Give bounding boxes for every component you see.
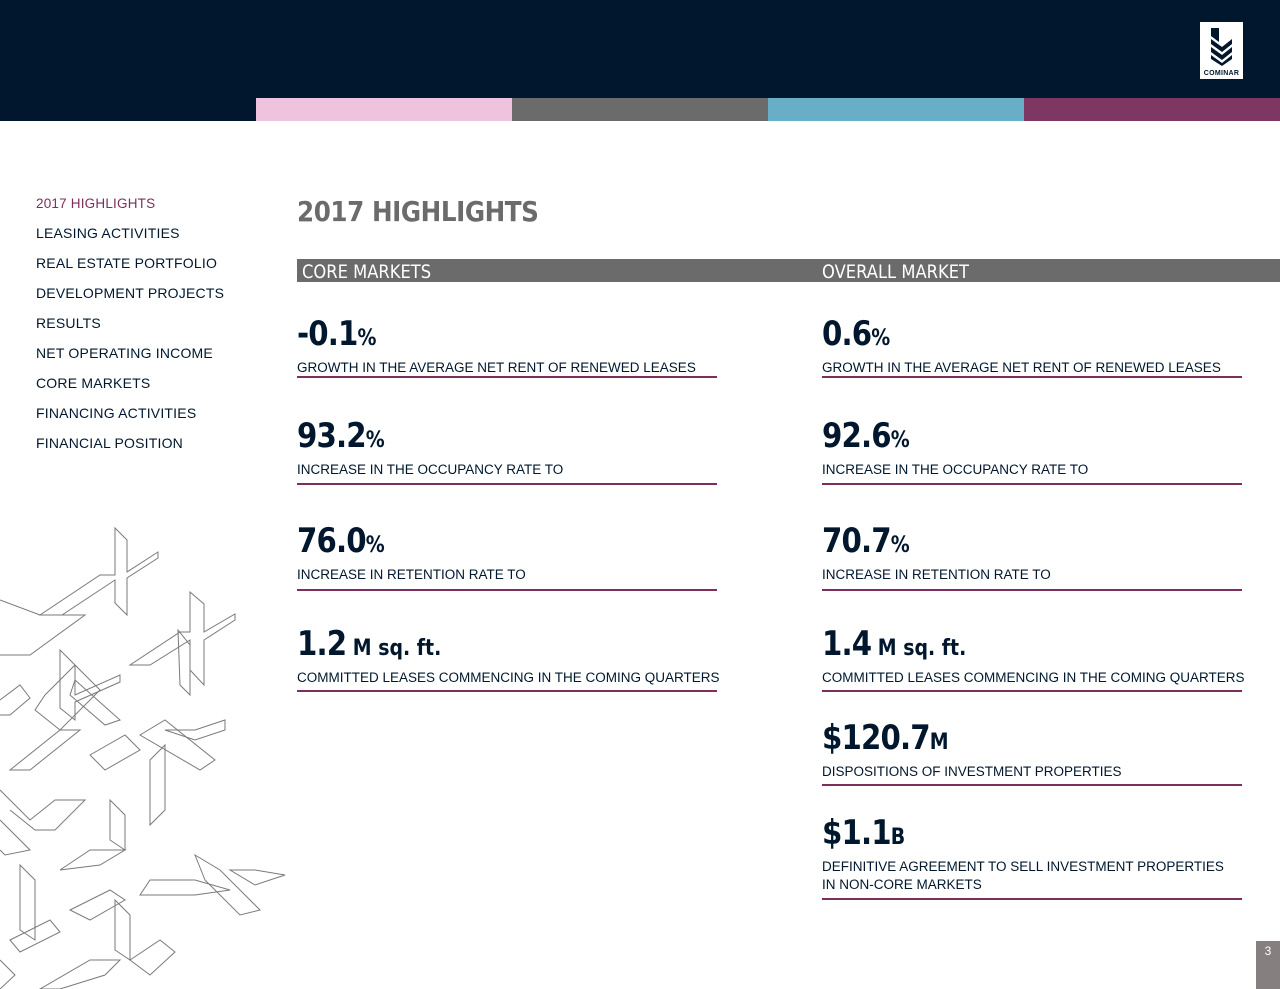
metric-value: 0.6%	[822, 314, 891, 354]
overall-market-heading: OVERALL MARKET	[822, 261, 970, 283]
metric-value: 92.6%	[822, 416, 910, 456]
metric-label: DEFINITIVE AGREEMENT TO SELL INVESTMENT …	[822, 859, 1224, 874]
metric-divider	[297, 589, 717, 591]
metric-value: $1.1B	[822, 813, 906, 853]
column-header-bar	[297, 259, 1280, 282]
nav-item-financing[interactable]: FINANCING ACTIVITIES	[36, 405, 197, 421]
metric-value: -0.1%	[297, 314, 377, 354]
nav-item-results[interactable]: RESULTS	[36, 315, 101, 331]
metric-value: 1.2 M sq. ft.	[297, 624, 442, 664]
nav-item-financial-position[interactable]: FINANCIAL POSITION	[36, 435, 183, 451]
page-title: 2017 HIGHLIGHTS	[297, 195, 539, 228]
metric-divider	[297, 690, 717, 692]
metric-divider	[822, 376, 1242, 378]
metric-value: $120.7M	[822, 718, 949, 758]
metric-label: COMMITTED LEASES COMMENCING IN THE COMIN…	[297, 670, 720, 685]
metric-divider	[822, 898, 1242, 900]
metric-value: 70.7%	[822, 521, 910, 561]
overall-metric-dispositions: $120.7M DISPOSITIONS OF INVESTMENT PROPE…	[822, 718, 1242, 786]
nav-item-development[interactable]: DEVELOPMENT PROJECTS	[36, 285, 225, 301]
core-metric-retention: 76.0% INCREASE IN RETENTION RATE TO	[297, 521, 717, 591]
metric-divider	[822, 690, 1242, 692]
metric-label-line2: IN NON-CORE MARKETS	[822, 877, 982, 892]
nav-item-core-markets[interactable]: CORE MARKETS	[36, 375, 151, 391]
core-metric-occupancy: 93.2% INCREASE IN THE OCCUPANCY RATE TO	[297, 416, 717, 485]
metric-label: INCREASE IN THE OCCUPANCY RATE TO	[297, 462, 564, 477]
logo-wordmark: COMINAR	[1203, 70, 1240, 77]
overall-metric-sale-agreement: $1.1B DEFINITIVE AGREEMENT TO SELL INVES…	[822, 813, 1242, 900]
metric-divider	[822, 483, 1242, 485]
color-stripe-blue	[768, 98, 1024, 121]
metric-label: GROWTH IN THE AVERAGE NET RENT OF RENEWE…	[297, 360, 696, 375]
metric-label: INCREASE IN RETENTION RATE TO	[297, 567, 526, 582]
metric-label: INCREASE IN THE OCCUPANCY RATE TO	[822, 462, 1089, 477]
metric-label: COMMITTED LEASES COMMENCING IN THE COMIN…	[822, 670, 1245, 685]
nav-item-highlights[interactable]: 2017 HIGHLIGHTS	[36, 196, 156, 211]
nav-item-leasing[interactable]: LEASING ACTIVITIES	[36, 225, 180, 241]
core-metric-rent-growth: -0.1% GROWTH IN THE AVERAGE NET RENT OF …	[297, 314, 717, 378]
metric-label: DISPOSITIONS OF INVESTMENT PROPERTIES	[822, 764, 1122, 779]
color-stripe-pink	[256, 98, 512, 121]
nav-item-portfolio[interactable]: REAL ESTATE PORTFOLIO	[36, 255, 218, 271]
overall-metric-rent-growth: 0.6% GROWTH IN THE AVERAGE NET RENT OF R…	[822, 314, 1242, 378]
metric-value: 76.0%	[297, 521, 385, 561]
core-metric-committed-leases: 1.2 M sq. ft. COMMITTED LEASES COMMENCIN…	[297, 624, 720, 692]
metric-value: 1.4 M sq. ft.	[822, 624, 967, 664]
metric-divider	[822, 784, 1242, 786]
overall-metric-retention: 70.7% INCREASE IN RETENTION RATE TO	[822, 521, 1242, 591]
chevron-logo-icon	[1211, 28, 1232, 66]
metric-divider	[297, 376, 717, 378]
metric-divider	[822, 589, 1242, 591]
decorative-pattern	[0, 526, 286, 989]
overall-metric-occupancy: 92.6% INCREASE IN THE OCCUPANCY RATE TO	[822, 416, 1242, 485]
metric-label: INCREASE IN RETENTION RATE TO	[822, 567, 1051, 582]
metric-label: GROWTH IN THE AVERAGE NET RENT OF RENEWE…	[822, 360, 1221, 375]
metric-divider	[297, 483, 717, 485]
color-stripe-plum	[1024, 98, 1280, 121]
nav-item-noi[interactable]: NET OPERATING INCOME	[36, 345, 213, 361]
overall-metric-committed-leases: 1.4 M sq. ft. COMMITTED LEASES COMMENCIN…	[822, 624, 1245, 692]
page-number: 3	[1256, 941, 1280, 989]
metric-value: 93.2%	[297, 416, 385, 456]
color-stripe-gray	[512, 98, 768, 121]
core-markets-heading: CORE MARKETS	[302, 261, 432, 283]
cominar-logo: COMINAR	[1200, 22, 1243, 79]
